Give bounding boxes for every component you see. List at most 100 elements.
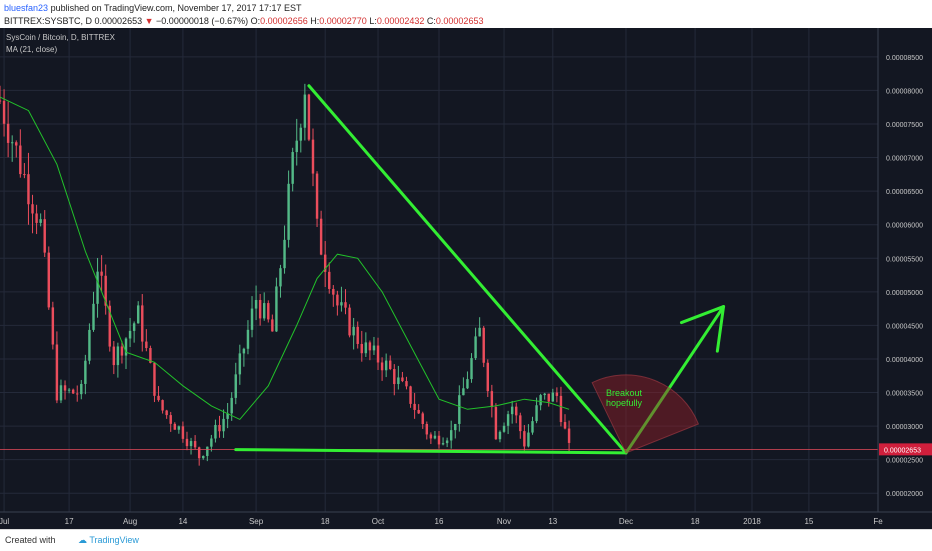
close-value: 0.00002653 xyxy=(435,16,484,26)
y-tick-label: 0.00008000 xyxy=(886,88,923,95)
y-tick-label: 0.00008500 xyxy=(886,55,923,62)
y-tick-label: 0.00007000 xyxy=(886,156,923,163)
candle-body xyxy=(181,426,185,439)
down-triangle-icon: ▼ xyxy=(144,16,154,26)
low-label: L: xyxy=(369,16,377,26)
candle-body xyxy=(262,303,266,319)
candle-body xyxy=(242,348,246,354)
price-label: 0.00002653 xyxy=(884,447,921,454)
candle-body xyxy=(275,286,278,332)
breakout-annotation-text: Breakout xyxy=(606,388,643,398)
candle-body xyxy=(413,403,416,410)
candle-body xyxy=(567,428,571,443)
candle-body xyxy=(6,123,10,143)
candle-body xyxy=(311,139,315,174)
candle-body xyxy=(250,308,254,330)
close-label: C: xyxy=(426,16,436,26)
y-tick-label: 0.00006500 xyxy=(886,189,923,196)
x-tick-label: Nov xyxy=(497,517,511,526)
candle-body xyxy=(372,345,376,351)
candle-body xyxy=(421,413,424,424)
candle-body xyxy=(234,374,237,398)
candle-body xyxy=(197,447,201,459)
candle-body xyxy=(547,393,550,402)
x-tick-label: 14 xyxy=(178,517,187,526)
candle-body xyxy=(498,431,502,440)
x-tick-label: 17 xyxy=(65,517,74,526)
x-tick-label: 13 xyxy=(548,517,557,526)
x-tick-label: Sep xyxy=(249,517,264,526)
ma-layer: 0.00002653 xyxy=(0,96,932,456)
x-tick-label: Jul xyxy=(0,517,9,526)
candle-body xyxy=(84,360,87,384)
candle-body xyxy=(523,431,526,447)
candle-body xyxy=(80,383,83,395)
candle-body xyxy=(389,360,392,369)
candle-body xyxy=(348,307,351,336)
candle-body xyxy=(563,422,567,429)
candle-body xyxy=(71,389,75,394)
author-link[interactable]: bluesfan23 xyxy=(4,3,49,13)
tradingview-logo[interactable]: ☁ TradingView xyxy=(78,535,139,545)
candle-body xyxy=(466,379,469,389)
arrowhead-right xyxy=(715,305,726,353)
y-tick-label: 0.00003000 xyxy=(886,424,923,431)
candle-body xyxy=(384,360,388,371)
candle-body xyxy=(531,421,534,433)
chart-title: SysCoin / Bitcoin, D, BITTREX xyxy=(6,33,116,42)
candle-body xyxy=(397,377,400,385)
y-tick-label: 0.00006000 xyxy=(886,223,923,230)
candle-body xyxy=(441,443,445,445)
candle-body xyxy=(307,94,311,140)
candle-body xyxy=(287,183,290,240)
candle-body xyxy=(35,213,38,223)
y-tick-label: 0.00005000 xyxy=(886,290,923,297)
high-value: 0.00002770 xyxy=(319,16,367,26)
candle-body xyxy=(246,329,250,349)
candle-body xyxy=(189,441,193,447)
candle-body xyxy=(490,391,494,408)
candle-body xyxy=(437,435,441,445)
change-value: −0.00000018 (−0.67%) xyxy=(156,16,249,26)
candle-body xyxy=(149,348,152,363)
candle-body xyxy=(445,440,449,444)
candle-body xyxy=(271,319,274,332)
candle-body xyxy=(136,305,140,324)
open-value: 0.00002656 xyxy=(260,16,308,26)
x-tick-label: Oct xyxy=(372,517,385,526)
candle-body xyxy=(161,400,164,411)
candle-body xyxy=(116,346,120,366)
candle-body xyxy=(417,409,420,414)
chart-area[interactable]: 0.00002653 Breakout hopefully 0.00002000 0… xyxy=(0,28,932,529)
footer: Created with ☁ TradingView xyxy=(0,529,932,551)
candle-body xyxy=(108,305,111,347)
breakout-annotation-text: hopefully xyxy=(606,398,643,408)
brand-name: TradingView xyxy=(89,535,139,545)
candle-body xyxy=(360,343,363,354)
candle-body xyxy=(470,358,473,380)
candle-body xyxy=(76,393,79,395)
candle-body xyxy=(323,254,327,272)
candle-body xyxy=(222,418,225,432)
candle-body xyxy=(210,438,213,447)
x-tick-label: 15 xyxy=(804,517,813,526)
candle-body xyxy=(543,393,546,396)
candle-body xyxy=(328,271,331,289)
candle-body xyxy=(206,446,209,456)
candle-body xyxy=(165,410,168,416)
created-with-label: Created with xyxy=(5,535,56,545)
price-label-box xyxy=(879,443,932,456)
low-value: 0.00002432 xyxy=(376,16,425,26)
header: bluesfan23 published on TradingView.com,… xyxy=(0,0,932,28)
candle-body xyxy=(202,455,205,459)
candle-body xyxy=(120,346,124,356)
candle-body xyxy=(462,388,465,396)
symbol-line: BITTREX:SYSBTC, D 0.00002653 ▼ −0.000000… xyxy=(4,16,483,26)
symbol-label: BITTREX:SYSBTC, D xyxy=(4,16,93,26)
candle-body xyxy=(153,362,156,396)
candle-body xyxy=(63,385,67,391)
candle-body xyxy=(51,307,55,345)
breakout-arrow-line xyxy=(624,305,726,455)
publish-line: bluesfan23 published on TradingView.com,… xyxy=(4,3,302,13)
